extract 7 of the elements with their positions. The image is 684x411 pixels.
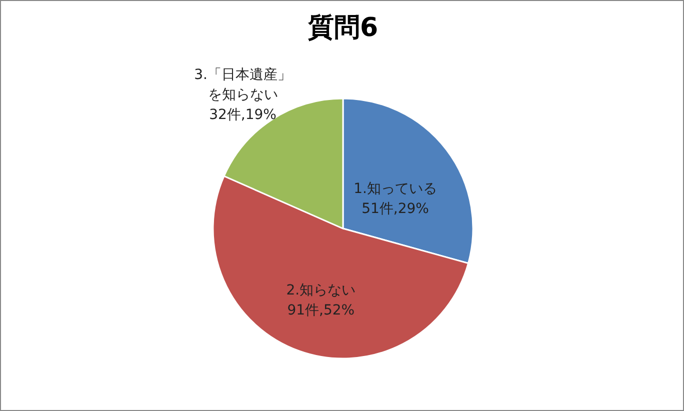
chart-title: 質問6: [306, 13, 378, 43]
slice-label: 2.知らない: [286, 282, 356, 298]
slice-label: 3.「日本遺産」を知らない: [194, 66, 292, 103]
data-label: 91件,52%: [287, 302, 355, 318]
data-label: 32件,19%: [209, 106, 276, 123]
data-label: 51件,29%: [362, 200, 429, 217]
slice-label: 1.知っている: [354, 180, 437, 197]
